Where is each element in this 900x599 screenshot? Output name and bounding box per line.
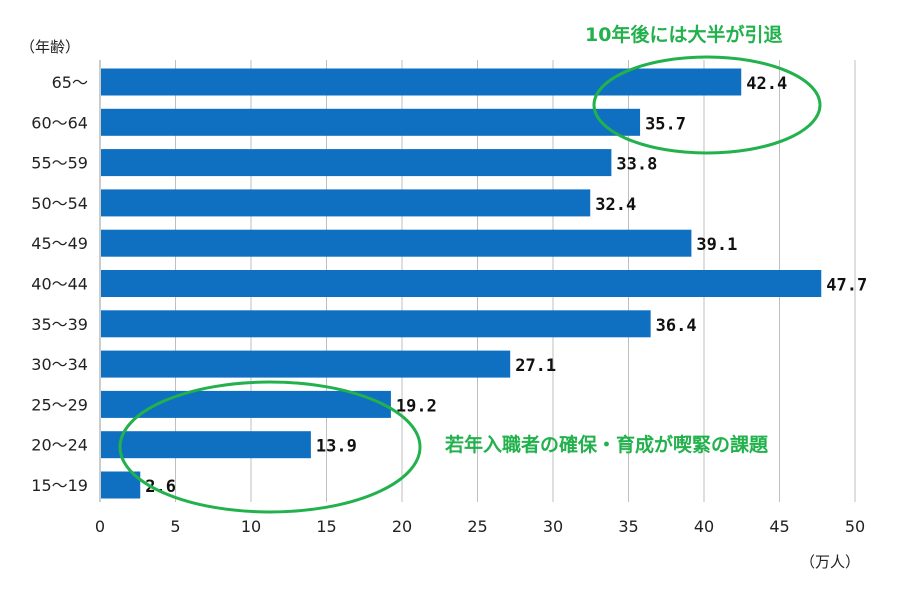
category-label: 15～19 (31, 476, 88, 495)
x-tick-label: 30 (543, 517, 563, 536)
category-labels: 65～ 60～64 55～59 50～54 45～49 40～44 35～39 30～34 25… (31, 73, 88, 495)
value-labels: 42.4 35.7 33.8 32.4 39.1 47.7 36.4 27.1 19.2 13.9… (145, 74, 867, 497)
category-label: 55～59 (31, 154, 88, 173)
category-label: 25～29 (31, 395, 88, 414)
value-label: 39.1 (696, 235, 737, 255)
x-tick-label: 25 (467, 517, 487, 536)
category-label: 45～49 (31, 234, 88, 253)
x-axis-label: （万人） (800, 553, 860, 571)
x-tick-label: 40 (694, 517, 714, 536)
x-tick-label: 5 (170, 517, 180, 536)
value-label: 32.4 (595, 195, 636, 215)
bar (101, 390, 391, 418)
bar (101, 431, 311, 459)
x-tick-labels: 0 5 10 15 20 25 30 35 40 45 50 (95, 517, 865, 536)
category-label: 35～39 (31, 315, 88, 334)
category-label: 60～64 (31, 113, 88, 132)
bar (101, 310, 651, 338)
value-label: 2.6 (145, 477, 176, 497)
value-label: 36.4 (656, 316, 697, 336)
value-label: 47.7 (826, 276, 867, 296)
bar (101, 270, 822, 297)
bar (101, 108, 641, 136)
highlight-ellipse-top (592, 55, 822, 155)
x-tick-label: 45 (769, 517, 789, 536)
value-label: 27.1 (515, 356, 556, 376)
bar (101, 68, 742, 96)
y-axis-label: （年齢） (20, 38, 80, 56)
x-tick-label: 35 (618, 517, 638, 536)
x-tick-label: 20 (392, 517, 412, 536)
value-label: 33.8 (616, 155, 657, 175)
category-label: 30～34 (31, 355, 88, 374)
value-label: 19.2 (396, 396, 437, 416)
x-tick-label: 10 (241, 517, 261, 536)
highlight-ellipse-bottom (118, 380, 422, 514)
annotation-youth: 若年入職者の確保・育成が喫緊の課題 (445, 433, 769, 456)
bar (101, 149, 612, 177)
bar (101, 229, 692, 257)
bar (101, 189, 591, 217)
x-tick-label: 0 (95, 517, 105, 536)
value-label: 35.7 (645, 114, 686, 134)
annotation-retirement: 10年後には大半が引退 (585, 23, 782, 46)
value-label: 13.9 (316, 437, 357, 457)
category-label: 50～54 (31, 194, 88, 213)
category-label: 65～ (52, 73, 88, 92)
x-tick-label: 50 (845, 517, 865, 536)
bar (101, 350, 511, 378)
category-label: 20～24 (31, 436, 88, 455)
bars (101, 68, 822, 499)
category-label: 40～44 (31, 275, 88, 294)
x-tick-label: 15 (316, 517, 336, 536)
value-label: 42.4 (746, 74, 787, 94)
